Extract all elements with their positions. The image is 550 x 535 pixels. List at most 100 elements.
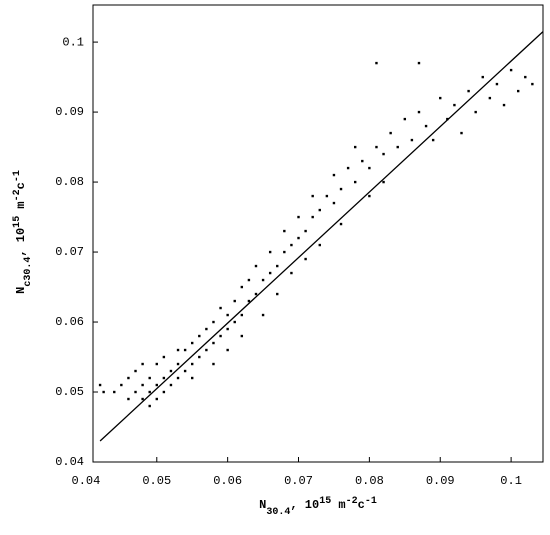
point [183, 369, 187, 373]
point [155, 362, 158, 366]
point [354, 180, 357, 184]
point [148, 390, 151, 394]
label-part: m [14, 201, 28, 215]
label-part: 30.4 [266, 507, 290, 518]
point [375, 61, 378, 65]
label-part: N [259, 498, 266, 512]
x-tick-label: 0.04 [72, 474, 101, 488]
point [162, 376, 166, 380]
point [102, 390, 105, 394]
y-tick-label: 0.08 [55, 175, 84, 189]
point [410, 138, 414, 142]
point [283, 229, 286, 233]
point [191, 362, 194, 366]
point [311, 194, 314, 198]
point [212, 341, 215, 345]
point [141, 397, 144, 401]
point [176, 348, 180, 352]
x-axis-label: N30.4, 1015 m-2c-1 [259, 496, 377, 518]
point [155, 383, 158, 387]
point [176, 376, 180, 380]
point [431, 138, 435, 142]
point [474, 110, 477, 114]
point [368, 194, 371, 198]
point [311, 215, 314, 219]
label-part: c [358, 498, 365, 512]
point [346, 166, 350, 170]
point [261, 313, 265, 317]
point [169, 369, 173, 373]
point [219, 334, 222, 338]
point [240, 334, 244, 338]
x-tick-label: 0.08 [355, 474, 384, 488]
point [304, 229, 307, 233]
fit-line [99, 31, 544, 442]
point [424, 124, 428, 128]
x-tick-label: 0.06 [213, 474, 242, 488]
point [176, 362, 180, 366]
point [396, 145, 399, 149]
point [318, 208, 321, 212]
y-tick-label: 0.09 [55, 105, 84, 119]
point [268, 250, 272, 254]
point [403, 117, 407, 121]
point [453, 103, 456, 107]
point [488, 96, 492, 100]
point [446, 117, 449, 121]
point [389, 131, 392, 135]
point [439, 96, 442, 100]
point [127, 376, 130, 380]
point [339, 222, 343, 226]
label-part: m [331, 498, 345, 512]
point [325, 194, 329, 198]
point [368, 166, 371, 170]
point [254, 292, 258, 296]
point [98, 383, 102, 387]
label-part: -1 [12, 170, 23, 182]
label-part: c [14, 182, 28, 189]
point [417, 61, 421, 65]
point [155, 397, 158, 401]
point [226, 313, 229, 317]
point [191, 376, 194, 380]
point [495, 82, 499, 86]
point [226, 348, 229, 352]
y-axis-label: Nc30.4, 1015 m-2c-1 [12, 170, 34, 294]
point [205, 348, 208, 352]
point [247, 299, 251, 303]
point [120, 383, 123, 387]
label-part: , 10 [14, 228, 28, 257]
y-tick-label: 0.1 [62, 35, 84, 49]
point [304, 257, 307, 261]
point [460, 131, 463, 135]
point [467, 89, 470, 93]
point [290, 271, 293, 275]
point [318, 243, 321, 247]
point [297, 236, 300, 240]
point [198, 355, 201, 359]
y-tick-label: 0.05 [55, 385, 84, 399]
label-part: -1 [365, 496, 377, 507]
point [354, 145, 357, 149]
point [148, 404, 151, 408]
point [261, 278, 265, 282]
x-tick-label: 0.07 [284, 474, 313, 488]
point [212, 320, 215, 324]
point [361, 159, 364, 163]
point [233, 320, 236, 324]
point [226, 327, 229, 331]
point [524, 75, 527, 79]
point [276, 264, 279, 268]
point [162, 390, 166, 394]
point [247, 278, 251, 282]
label-part: 15 [319, 496, 331, 507]
point [417, 110, 421, 114]
x-tick-label: 0.09 [426, 474, 455, 488]
label-part: -2 [12, 189, 23, 201]
point [134, 369, 137, 373]
point [113, 390, 116, 394]
y-tick-label: 0.04 [55, 455, 84, 469]
label-part: , 10 [290, 498, 319, 512]
point [240, 313, 244, 317]
